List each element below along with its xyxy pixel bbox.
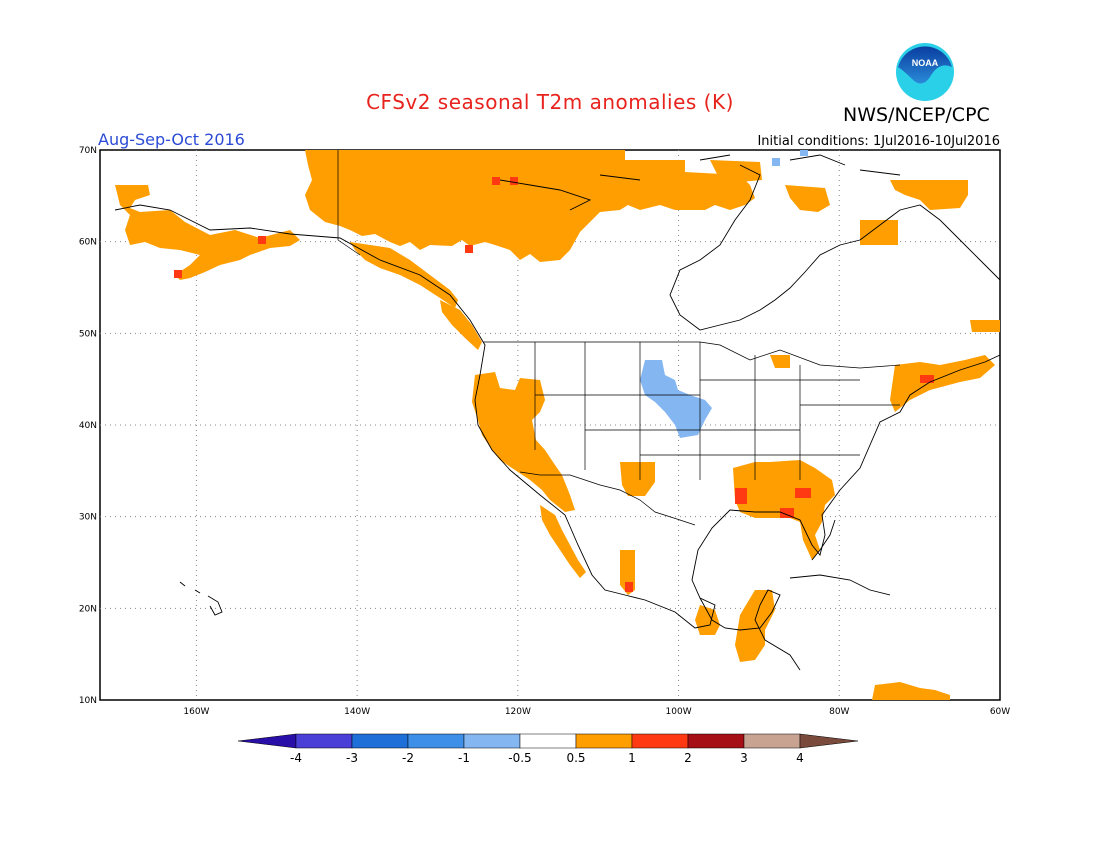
latitude-tick-label: 20N: [79, 604, 97, 614]
colorbar-label: -0.5: [508, 751, 531, 765]
border-alaska-canada: [337, 150, 361, 256]
colorbar-label: 0.5: [566, 751, 585, 765]
colorbar-cell: [631, 733, 689, 749]
hot-cell: [258, 236, 266, 244]
hot-cell: [920, 375, 934, 383]
hot-cell: [795, 488, 811, 498]
colorbar-min-arrow: [238, 733, 297, 749]
colorbar-label: 4: [796, 751, 804, 765]
warm-region-arctic-canada: [305, 150, 755, 262]
colorbar-cell: [519, 733, 577, 749]
warm-region-labrador: [860, 220, 898, 245]
hot-cell: [174, 270, 182, 278]
border-us-canada: [483, 341, 901, 369]
border-us-mexico: [519, 471, 696, 526]
season-label: Aug-Sep-Oct 2016: [98, 130, 245, 149]
colorbar-cell: [295, 733, 353, 749]
warm-region-great-lakes: [770, 355, 790, 368]
cool-anomaly-layer: [640, 150, 808, 438]
latitude-tick-label: 60N: [79, 238, 97, 248]
colorbar: -4 -3 -2 -1 -0.5 0.5 1 2 3 4: [238, 733, 859, 765]
warm-region-new-england: [890, 355, 995, 412]
strong-warm-anomaly-layer: [174, 177, 934, 592]
hot-cell: [465, 245, 473, 253]
latitude-tick-label: 50N: [79, 329, 97, 339]
colorbar-cells: [238, 733, 859, 749]
colorbar-label: -2: [402, 751, 414, 765]
longitude-tick-label: 80W: [829, 707, 849, 717]
latitude-tick-label: 40N: [79, 421, 97, 431]
colorbar-max-arrow: [799, 733, 859, 749]
cool-region-northern-plains: [640, 360, 712, 438]
initial-conditions-label: Initial conditions: 1Jul2016-10Jul2016: [757, 134, 1000, 149]
cool-cell: [772, 158, 780, 166]
coastline-arctic-islands: [499, 154, 901, 211]
warm-region-baja: [540, 505, 586, 578]
latitude-tick-label: 10N: [79, 696, 97, 706]
anomaly-map: 70N 60N 50N 40N 30N 20N 10N 160W 140W 120W 100W 80W…: [79, 146, 1010, 717]
hot-cell: [780, 508, 794, 518]
coastline-florida: [811, 519, 836, 561]
colorbar-cell: [575, 733, 633, 749]
warm-region-west-us: [472, 372, 575, 512]
warm-region-yucatan: [695, 605, 720, 635]
latitude-tick-label: 30N: [79, 513, 97, 523]
warm-region-east-canada: [890, 180, 968, 210]
warm-region-atlantic-canada: [970, 320, 1000, 332]
coastline-north-america: [114, 204, 1001, 629]
coastline-labrador: [859, 204, 1001, 281]
latitude-tick-label: 70N: [79, 146, 97, 156]
warm-region-central-america: [735, 590, 775, 662]
longitude-tick-label: 160W: [183, 707, 209, 717]
warm-region-sw-us: [620, 462, 655, 496]
colorbar-label: -4: [290, 751, 302, 765]
colorbar-cell: [743, 733, 801, 749]
warm-region-alaska-west: [115, 185, 300, 280]
political-borders: [337, 150, 901, 526]
map-title: CFSv2 seasonal T2m anomalies (K): [366, 90, 734, 114]
warm-region-bc-coast: [440, 300, 482, 350]
coastlines: [114, 154, 1001, 671]
colorbar-cell: [687, 733, 745, 749]
map-axes: 70N 60N 50N 40N 30N 20N 10N 160W 140W 120W 100W 80W…: [79, 146, 1010, 717]
coastline-central-america: [699, 589, 801, 671]
noaa-logo-icon: NOAA: [896, 43, 954, 101]
longitude-tick-label: 120W: [505, 707, 531, 717]
warm-region-baffin: [710, 160, 762, 182]
colorbar-cell: [407, 733, 465, 749]
longitude-tick-label: 140W: [344, 707, 370, 717]
logo-text: NOAA: [912, 58, 939, 68]
cool-cell: [800, 150, 808, 156]
state-borders: [534, 342, 900, 480]
colorbar-cell: [463, 733, 521, 749]
colorbar-labels: -4 -3 -2 -1 -0.5 0.5 1 2 3 4: [290, 751, 804, 765]
coastline-hawaii: [179, 581, 223, 616]
colorbar-label: 2: [684, 751, 692, 765]
colorbar-label: -1: [458, 751, 470, 765]
colorbar-cell: [351, 733, 409, 749]
longitude-tick-label: 60W: [990, 707, 1010, 717]
coastline-hudson-bay: [669, 164, 861, 331]
colorbar-label: 3: [740, 751, 748, 765]
hot-cell: [510, 177, 518, 185]
organization-label: NWS/NCEP/CPC: [843, 104, 990, 126]
colorbar-label: 1: [628, 751, 636, 765]
warm-region-hudson: [785, 185, 830, 212]
hot-cell: [492, 177, 500, 185]
hot-cell: [735, 488, 747, 504]
colorbar-label: -3: [346, 751, 358, 765]
hot-cell: [625, 582, 633, 592]
coastline-cuba: [789, 574, 891, 596]
longitude-tick-label: 100W: [666, 707, 692, 717]
warm-region-south-caribbean: [872, 682, 950, 700]
